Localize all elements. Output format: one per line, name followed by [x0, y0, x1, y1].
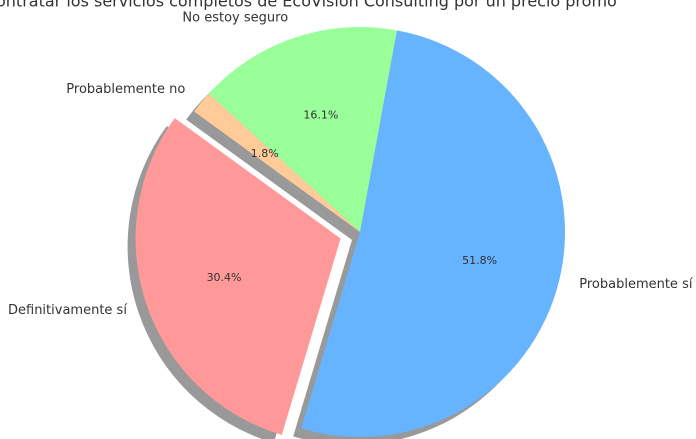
pie-slice — [208, 27, 397, 232]
slice-label: Definitivamente sí — [8, 303, 127, 318]
slice-label: Probablemente no — [66, 82, 185, 97]
chart-title: ontratar los servicios completos de EcoV… — [0, 0, 617, 11]
slice-label: Probablemente sí — [579, 277, 693, 292]
slice-shadow — [186, 101, 352, 241]
pie-slice — [135, 118, 341, 435]
value-label: 30.4% — [207, 271, 242, 284]
pie-slice — [194, 93, 360, 233]
value-label: 1.8% — [251, 147, 279, 160]
slice-label: No estoy seguro — [182, 11, 288, 26]
pie-slice — [301, 30, 565, 437]
value-label: 16.1% — [303, 108, 338, 121]
value-label: 51.8% — [462, 254, 497, 267]
